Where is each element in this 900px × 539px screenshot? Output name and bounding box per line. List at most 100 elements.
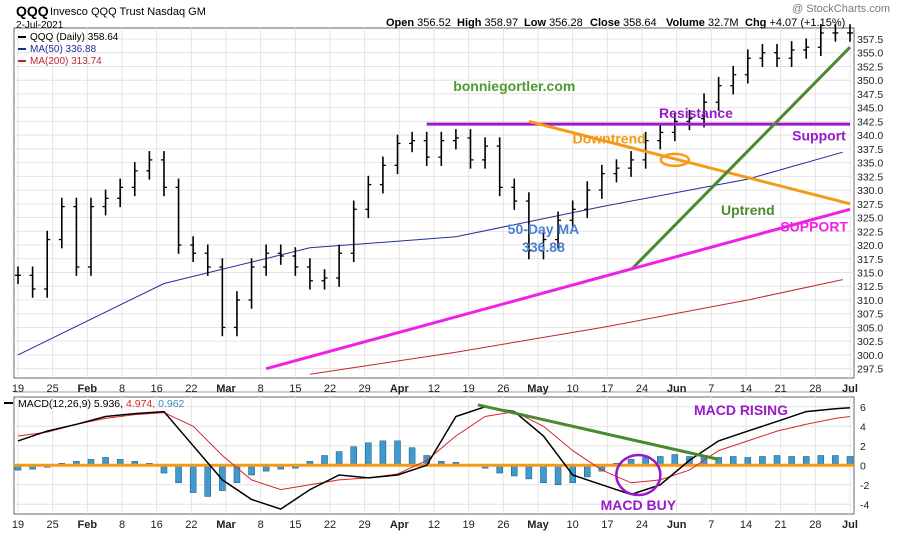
macd-histogram-bar [511,465,518,477]
price-y-tick-label: 350.0 [857,75,883,87]
price-y-tick-label: 300.0 [857,350,883,362]
ohlc-volume: Volume 32.7M [666,17,739,29]
macd-x-tick-label: 25 [47,519,59,531]
price-y-tick-label: 345.0 [857,103,883,115]
macd-x-tick-label: 8 [258,519,264,531]
price-x-tick-label: Jun [667,383,687,395]
price-x-tick-label: Feb [78,383,98,395]
price-y-tick-label: 340.0 [857,130,883,142]
price-x-tick-label: 7 [708,383,714,395]
macd-y-tick-label: 0 [860,460,866,472]
ohlc-low: Low 356.28 [524,17,583,29]
price-x-tick-label: Mar [216,383,236,395]
price-y-tick-label: 330.0 [857,185,883,197]
price-x-tick-label: 24 [636,383,648,395]
macd-legend: MACD(12,26,9) 5.936, 4.974, 0.962 [18,398,185,410]
macd-x-tick-label: 15 [289,519,301,531]
price-y-tick-label: 297.5 [857,364,883,376]
macd-histogram-bar [204,465,212,497]
price-y-tick-label: 355.0 [857,48,883,60]
price-y-tick-label: 302.5 [857,336,883,348]
price-y-tick-label: 335.0 [857,158,883,170]
downtrend-label: Downtrend [573,130,646,146]
macd-x-tick-label: 29 [359,519,371,531]
macd-downtrend-line [477,403,719,461]
macd-x-tick-label: Jul [842,519,858,531]
macd-histogram-bar [350,446,357,466]
price-y-tick-label: 312.5 [857,281,883,293]
macd-x-tick-label: 16 [151,519,163,531]
macd-histogram-bar [525,465,533,480]
site-annotation: bonniegortler.com [453,78,575,94]
macd-x-tick-label: 17 [601,519,613,531]
macd-y-tick-label: -4 [860,499,869,511]
macd-buy-ellipse [615,453,662,497]
ticker-symbol: QQQ [16,3,49,19]
price-x-tick-label: 22 [185,383,197,395]
price-y-tick-label: 327.5 [857,199,883,211]
macd-x-tick-label: Apr [390,519,410,531]
price-x-tick-label: 29 [359,383,371,395]
macd-histogram-bar [189,465,197,493]
macd-x-tick-label: Feb [78,519,98,531]
ohlc-close: Close 358.64 [590,17,657,29]
macd-histogram-bar [671,454,679,466]
price-x-tick-label: 19 [12,383,24,395]
macd-x-tick-label: 19 [463,519,475,531]
macd-histogram-bar [335,451,343,466]
ohlc-chg: Chg +4.07 (+1.15%) [745,17,845,29]
price-x-tick-label: 22 [324,383,336,395]
price-x-tick-label: 17 [601,383,613,395]
price-x-tick-label: 19 [463,383,475,395]
macd-x-tick-label: May [527,519,549,531]
macd-histogram-bar [175,465,182,484]
price-x-tick-label: 10 [567,383,579,395]
price-x-tick-label: 28 [809,383,821,395]
support-trend-label: SUPPORT [780,218,848,234]
macd-histogram-bar [379,440,387,466]
macd-histogram-bar [394,440,401,466]
macd-x-tick-label: 14 [740,519,752,531]
price-x-tick-label: 8 [258,383,264,395]
macd-y-tick-label: 6 [860,402,866,414]
price-y-tick-label: 322.5 [857,226,883,238]
macd-x-tick-label: 24 [636,519,648,531]
ma50-annotation-value: 336.88 [522,239,565,255]
breakout-ellipse [659,152,691,168]
macd-x-tick-label: 22 [185,519,197,531]
legend-entry: QQQ (Daily) 358.64 [30,32,119,43]
chart-date: 2-Jul-2021 [16,20,64,31]
macd-histogram-bar [540,465,547,484]
macd-histogram-bar [365,442,372,466]
macd-x-tick-label: 22 [324,519,336,531]
price-y-tick-label: 310.0 [857,295,883,307]
price-x-tick-label: 25 [47,383,59,395]
price-y-tick-label: 347.5 [857,89,883,101]
uptrend-label: Uptrend [721,202,775,218]
ticker-name: Invesco QQQ Trust Nasdaq GM [50,6,206,18]
macd-histogram-bar [554,465,562,485]
price-y-tick-label: 352.5 [857,61,883,73]
price-y-tick-label: 307.5 [857,309,883,321]
price-x-tick-label: 21 [775,383,787,395]
support-trendline [265,207,851,371]
price-x-tick-label: 26 [497,383,509,395]
macd-line [17,406,851,510]
macd-histogram-bar [584,465,591,478]
resistance-label: Resistance [659,105,733,121]
legend-entry: MA(200) 313.74 [30,56,102,67]
macd-rising-label: MACD RISING [694,402,788,418]
macd-y-tick-label: 4 [860,421,866,433]
price-y-tick-label: 305.0 [857,322,883,334]
watermark: @ StockCharts.com [792,3,890,15]
macd-x-tick-label: 21 [775,519,787,531]
price-y-tick-label: 325.0 [857,213,883,225]
macd-x-tick-label: 7 [708,519,714,531]
price-y-tick-label: 337.5 [857,144,883,156]
price-y-tick-label: 317.5 [857,254,883,266]
price-x-tick-label: 14 [740,383,752,395]
ohlc-high: High 358.97 [457,17,518,29]
macd-x-tick-label: 8 [119,519,125,531]
price-x-tick-label: May [527,383,549,395]
price-x-tick-label: Jul [842,383,858,395]
